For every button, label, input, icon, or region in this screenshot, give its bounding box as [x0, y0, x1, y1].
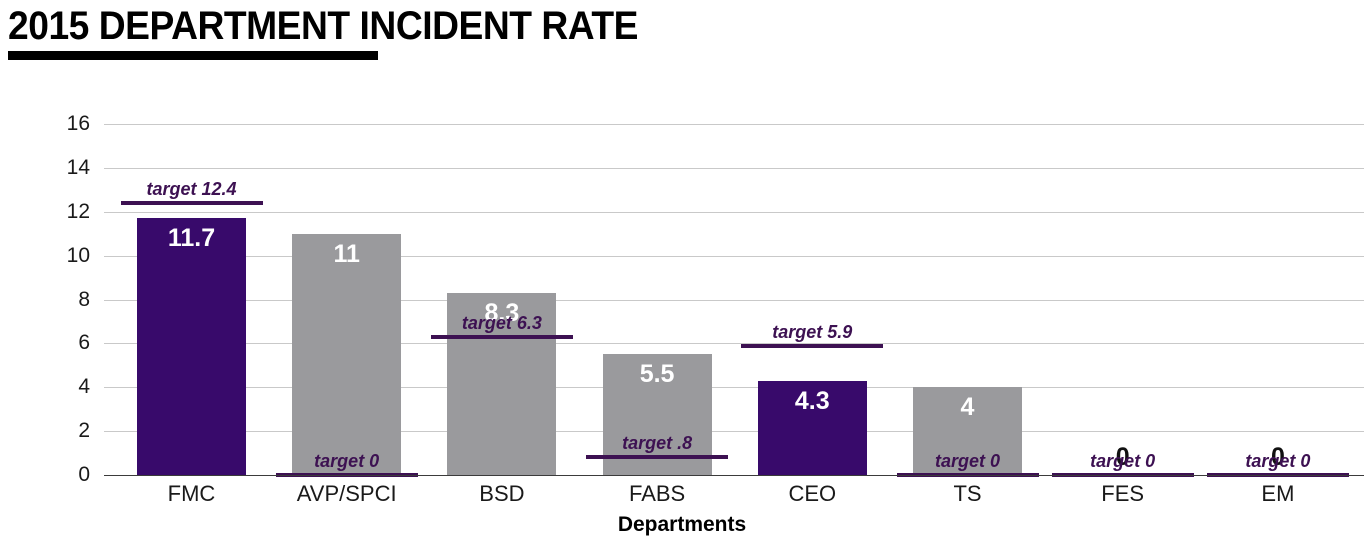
y-axis-tick-label: 2 — [78, 419, 90, 443]
x-axis-tick-label: EM — [1261, 481, 1295, 506]
x-axis-line — [104, 475, 1364, 476]
target-label: target 0 — [1090, 451, 1156, 471]
x-axis-tick-label: BSD — [479, 481, 525, 506]
target-line — [586, 455, 729, 460]
y-axis-tick-label: 10 — [66, 243, 90, 267]
x-axis-tick-label: AVP/SPCI — [296, 481, 397, 506]
y-axis-tick-label: 6 — [78, 331, 90, 355]
title-underline-rule — [8, 51, 378, 60]
bar[interactable]: 4 — [913, 387, 1022, 475]
gridline — [104, 343, 1364, 345]
x-axis-tick-label: FABS — [628, 481, 686, 506]
bar-value-label: 11.7 — [167, 224, 216, 253]
y-axis-tick-label: 12 — [66, 199, 90, 223]
bar[interactable]: 11.7 — [137, 218, 246, 475]
gridline — [104, 387, 1364, 389]
x-axis-tick-label: FES — [1101, 481, 1145, 506]
bar-value-label: 11 — [333, 239, 360, 268]
bar[interactable]: 5.5 — [602, 354, 712, 475]
gridline — [104, 299, 1364, 301]
target-label: target 0 — [1245, 451, 1311, 471]
bar-value-label: 4.3 — [794, 386, 830, 415]
bar[interactable]: 8.3 — [447, 292, 557, 475]
target-label: target 0 — [934, 451, 1001, 471]
bar-value-label: 8.3 — [484, 298, 520, 327]
target-line — [741, 343, 884, 348]
y-axis-tick-label: 4 — [78, 375, 90, 399]
target-line — [120, 200, 263, 205]
y-axis-tick-label: 8 — [78, 287, 90, 311]
bar-value-label: 4 — [960, 393, 975, 422]
x-axis-tick-label: TS — [953, 481, 982, 506]
target-label: target 6.3 — [461, 312, 542, 333]
y-axis-tick-label: 14 — [66, 155, 90, 179]
x-axis-tick-label: FMC — [167, 481, 216, 506]
y-axis-tick-label: 16 — [66, 112, 90, 135]
x-axis-title: Departments — [617, 513, 747, 536]
target-label: target 0 — [314, 451, 380, 471]
target-label: target 5.9 — [772, 321, 853, 342]
bar-value-label: 5.5 — [639, 360, 675, 389]
bar-value-label: 0 — [1115, 443, 1130, 471]
gridline — [104, 255, 1364, 257]
bar[interactable]: 11 — [292, 233, 402, 475]
plot-area: 0 2 4 6 8 10 12 14 16 11.7 11 8.3 5.5 4.3 4 0 0 target … — [67, 113, 1364, 485]
gridline — [104, 211, 1364, 213]
bar[interactable]: 4.3 — [757, 380, 867, 475]
bar-value-label: 0 — [1270, 443, 1285, 471]
target-line — [430, 334, 573, 339]
gridline — [104, 431, 1364, 433]
x-axis-tick-label: CEO — [788, 481, 837, 506]
target-label: target .8 — [622, 433, 693, 454]
gridline — [104, 124, 1364, 125]
y-axis-tick-label: 0 — [78, 463, 90, 486]
page-title: 2015 DEPARTMENT INCIDENT RATE — [8, 4, 639, 48]
gridline — [104, 167, 1364, 169]
target-label: target 12.4 — [146, 178, 237, 199]
